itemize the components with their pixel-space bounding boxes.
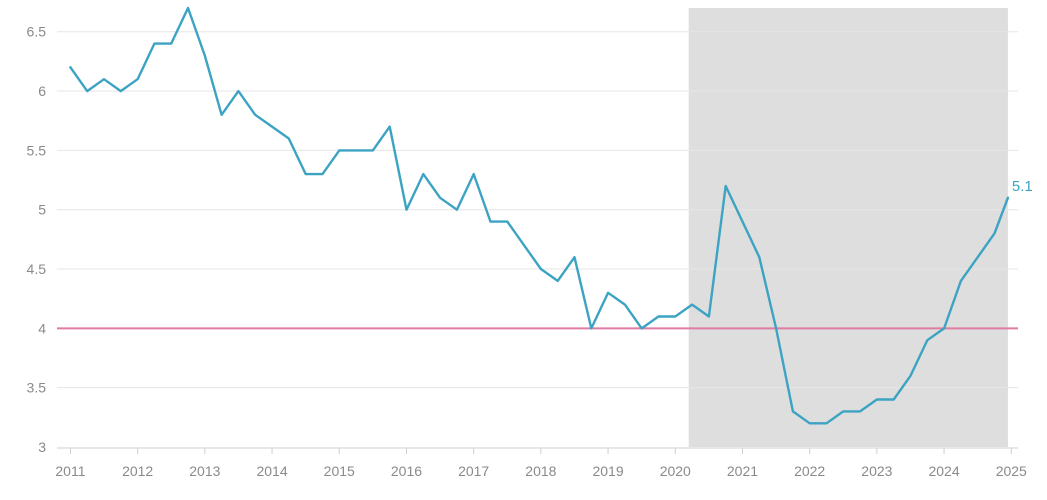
labels-layer: 3 3.5 4 4.5 5 5.5 6 6.5 2011 2012 2013 2014 2015 2016…	[27, 24, 1033, 479]
y-tick-label: 3.5	[27, 380, 47, 396]
x-tick-label: 2019	[592, 463, 623, 479]
x-tick-label: 2018	[525, 463, 556, 479]
x-tick-label: 2022	[794, 463, 825, 479]
y-tick-label: 3	[38, 439, 46, 455]
series-end-label: 5.1	[1012, 178, 1033, 195]
y-tick-label: 4.5	[27, 261, 47, 277]
y-tick-label: 5.5	[27, 142, 47, 158]
x-tick-label: 2025	[996, 463, 1027, 479]
shaded-region	[688, 8, 1008, 447]
series-line	[69, 6, 1010, 425]
x-tick-label: 2017	[458, 463, 489, 479]
shaded-region-layer	[688, 8, 1008, 447]
y-tick-label: 4	[38, 320, 46, 336]
series-layer	[69, 6, 1010, 425]
x-tick-label: 2013	[189, 463, 220, 479]
x-tick-label: 2012	[122, 463, 153, 479]
x-tick-label: 2011	[55, 463, 85, 479]
x-tick-label: 2021	[727, 463, 758, 479]
x-tick-label: 2020	[660, 463, 691, 479]
x-tick-label: 2014	[256, 463, 287, 479]
x-tick-label: 2016	[391, 463, 422, 479]
y-tick-label: 6	[38, 83, 46, 99]
x-tick-label: 2015	[324, 463, 355, 479]
x-axis-layer	[57, 447, 1018, 454]
x-tick-label: 2024	[928, 463, 959, 479]
x-tick-label: 2023	[861, 463, 892, 479]
y-tick-label: 6.5	[27, 24, 47, 40]
y-tick-label: 5	[38, 202, 46, 218]
